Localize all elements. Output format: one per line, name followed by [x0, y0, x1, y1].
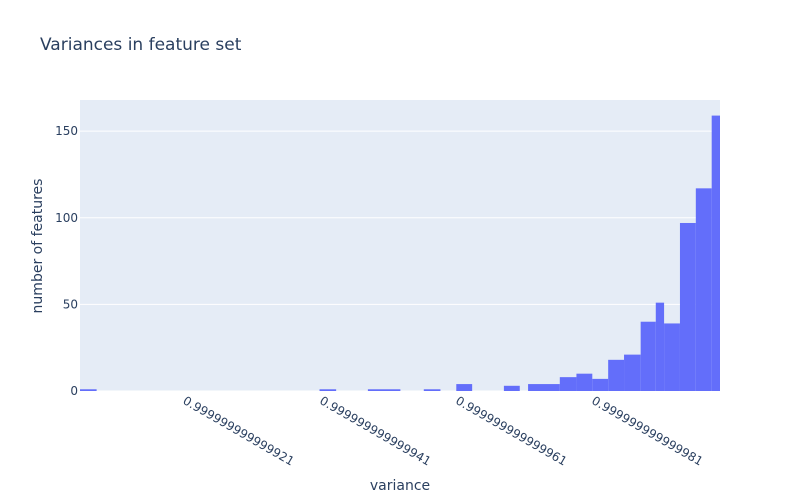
- bar: [664, 323, 680, 391]
- x-tick-label: 0.999999999999961: [453, 393, 569, 468]
- bar: [655, 302, 665, 391]
- x-axis-label: variance: [370, 478, 430, 494]
- bar: [679, 222, 696, 391]
- bar: [624, 354, 641, 391]
- bar: [608, 359, 625, 391]
- y-tick-label: 150: [55, 124, 78, 138]
- y-tick-label: 50: [63, 297, 78, 311]
- bar: [367, 389, 401, 391]
- bar: [592, 378, 609, 391]
- bar: [711, 115, 720, 391]
- bar: [503, 385, 520, 391]
- plot-area: [80, 100, 720, 391]
- bar: [80, 389, 97, 391]
- chart-title: Variances in feature set: [40, 35, 242, 55]
- bar: [576, 373, 593, 391]
- bar: [456, 384, 473, 391]
- x-tick-label: 0.999999999999921: [181, 393, 297, 468]
- y-tick-label: 100: [55, 211, 78, 225]
- bar: [695, 188, 712, 391]
- bar: [559, 377, 577, 391]
- x-tick-label: 0.999999999999981: [589, 393, 705, 468]
- y-tick-label: 0: [70, 384, 78, 398]
- bar: [640, 321, 656, 391]
- x-tick-label: 0.999999999999941: [317, 393, 433, 468]
- y-axis-label: number of features: [30, 179, 46, 314]
- bar: [319, 389, 337, 391]
- bar: [528, 384, 560, 391]
- bar: [423, 389, 441, 391]
